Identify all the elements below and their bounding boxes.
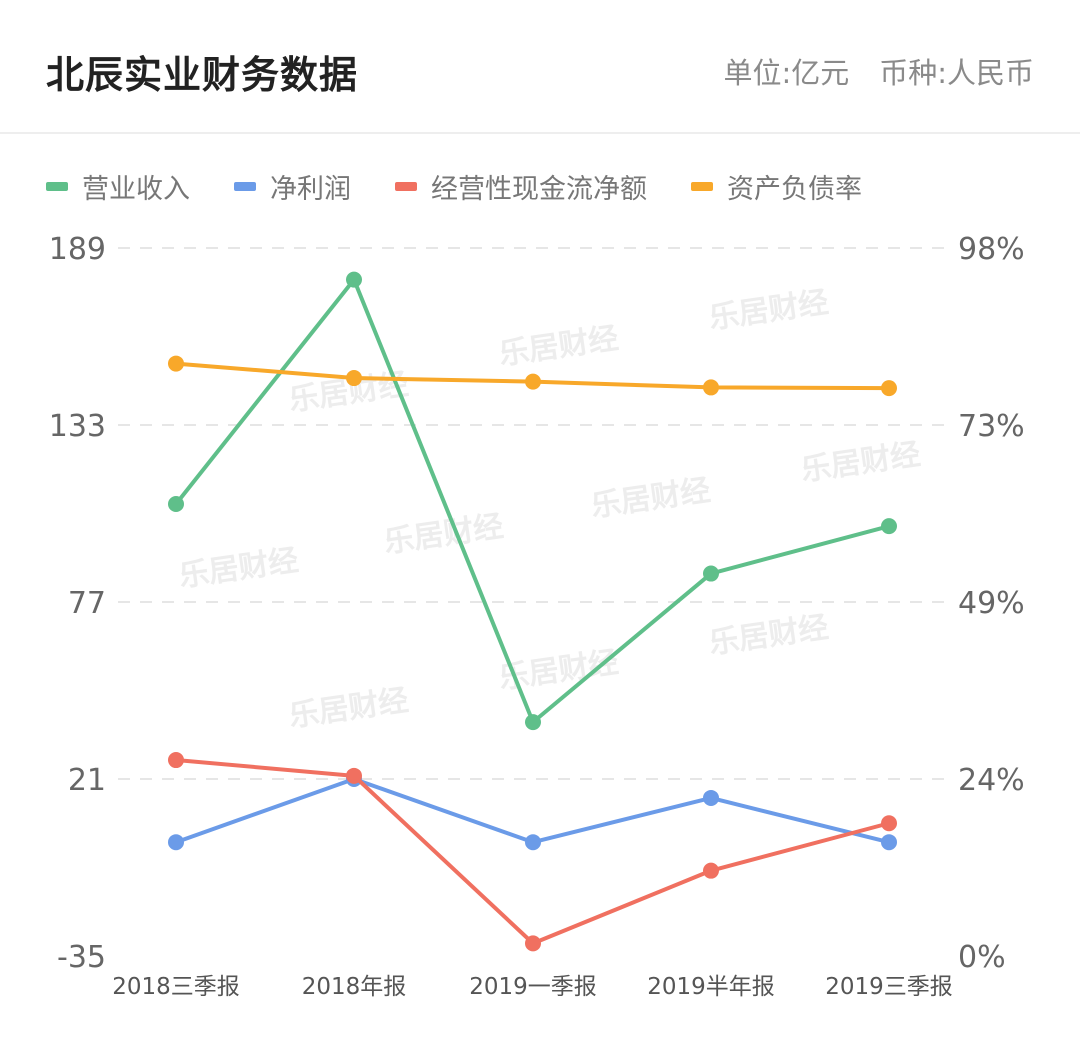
series-revenue (168, 271, 897, 731)
data-point-cash-flow[interactable] (346, 767, 362, 784)
data-point-revenue[interactable] (881, 518, 897, 535)
watermark-text: 乐居财经 (707, 610, 831, 661)
legend-item-debt-ratio[interactable]: 资产负债率 (691, 167, 862, 206)
data-point-cash-flow[interactable] (703, 862, 719, 879)
watermark-text: 乐居财经 (497, 321, 621, 372)
data-point-debt-ratio[interactable] (168, 355, 184, 372)
chart-legend: 营业收入 净利润 经营性现金流净额 资产负债率 (46, 167, 906, 206)
y-left-tick-label: 77 (68, 586, 106, 621)
data-point-revenue[interactable] (703, 565, 719, 582)
data-point-revenue[interactable] (525, 714, 541, 731)
grid-lines (118, 247, 950, 780)
y-right-tick-label: 0% (958, 940, 1006, 975)
x-tick-label: 2019半年报 (647, 974, 775, 1000)
y-left-tick-label: 21 (68, 763, 106, 798)
legend-item-revenue[interactable]: 营业收入 (46, 167, 190, 206)
y-left-tick-label: 133 (49, 409, 106, 444)
watermark-text: 乐居财经 (589, 473, 713, 524)
y-right-tick-label: 24% (958, 763, 1025, 798)
data-point-cash-flow[interactable] (525, 935, 541, 952)
watermark-text: 乐居财经 (177, 543, 301, 594)
watermark-text: 乐居财经 (287, 683, 411, 734)
unit-info: 单位:亿元 币种:人民币 (723, 50, 1034, 92)
series-line-net-profit (175, 777, 890, 845)
legend-swatch-revenue (46, 181, 68, 191)
axis-labels: 189 133 77 21 -35 98% 73% 49% 24% 0% 2018三季报 2018年报… (49, 232, 1025, 1000)
legend-label-net-profit: 净利润 (270, 173, 351, 205)
x-tick-label: 2018年报 (302, 974, 407, 1000)
x-tick-label: 2019三季报 (825, 974, 953, 1000)
legend-item-net-profit[interactable]: 净利润 (234, 167, 351, 206)
legend-swatch-debt-ratio (691, 181, 713, 191)
series-layer (168, 271, 897, 952)
data-point-debt-ratio[interactable] (703, 379, 719, 396)
watermark-text: 乐居财经 (707, 285, 831, 336)
data-point-net-profit[interactable] (525, 834, 541, 851)
legend-label-cash-flow: 经营性现金流净额 (431, 173, 647, 205)
legend-label-revenue: 营业收入 (82, 173, 190, 205)
data-point-debt-ratio[interactable] (525, 373, 541, 390)
legend-item-cash-flow[interactable]: 经营性现金流净额 (395, 167, 647, 206)
watermark-text: 乐居财经 (799, 437, 923, 488)
series-net-profit (168, 771, 897, 851)
series-line-cash-flow (175, 758, 890, 946)
y-right-tick-label: 73% (958, 409, 1025, 444)
watermark-text: 乐居财经 (497, 645, 621, 696)
legend-swatch-net-profit (234, 181, 256, 191)
series-cash-flow (168, 752, 897, 952)
series-debt-ratio (168, 355, 897, 397)
data-point-cash-flow[interactable] (881, 815, 897, 832)
x-tick-label: 2018三季报 (112, 974, 240, 1000)
data-point-net-profit[interactable] (168, 834, 184, 851)
watermark-text: 乐居财经 (382, 509, 506, 560)
data-point-cash-flow[interactable] (168, 752, 184, 769)
y-right-tick-label: 98% (958, 232, 1025, 267)
currency-label: 币种:人民币 (879, 56, 1034, 90)
data-point-revenue[interactable] (168, 496, 184, 513)
legend-label-debt-ratio: 资产负债率 (727, 173, 862, 205)
data-point-net-profit[interactable] (881, 834, 897, 851)
y-left-tick-label: -35 (57, 940, 106, 975)
unit-label: 单位:亿元 (723, 56, 850, 90)
y-right-tick-label: 49% (958, 586, 1025, 621)
data-point-net-profit[interactable] (703, 789, 719, 806)
data-point-debt-ratio[interactable] (881, 380, 897, 397)
y-left-tick-label: 189 (49, 232, 106, 267)
x-tick-label: 2019一季报 (469, 974, 597, 1000)
chart-header: 北辰实业财务数据 单位:亿元 币种:人民币 (0, 0, 1080, 134)
data-point-debt-ratio[interactable] (346, 370, 362, 387)
chart-title: 北辰实业财务数据 (46, 53, 359, 97)
data-point-revenue[interactable] (346, 271, 362, 288)
legend-swatch-cash-flow (395, 181, 417, 191)
